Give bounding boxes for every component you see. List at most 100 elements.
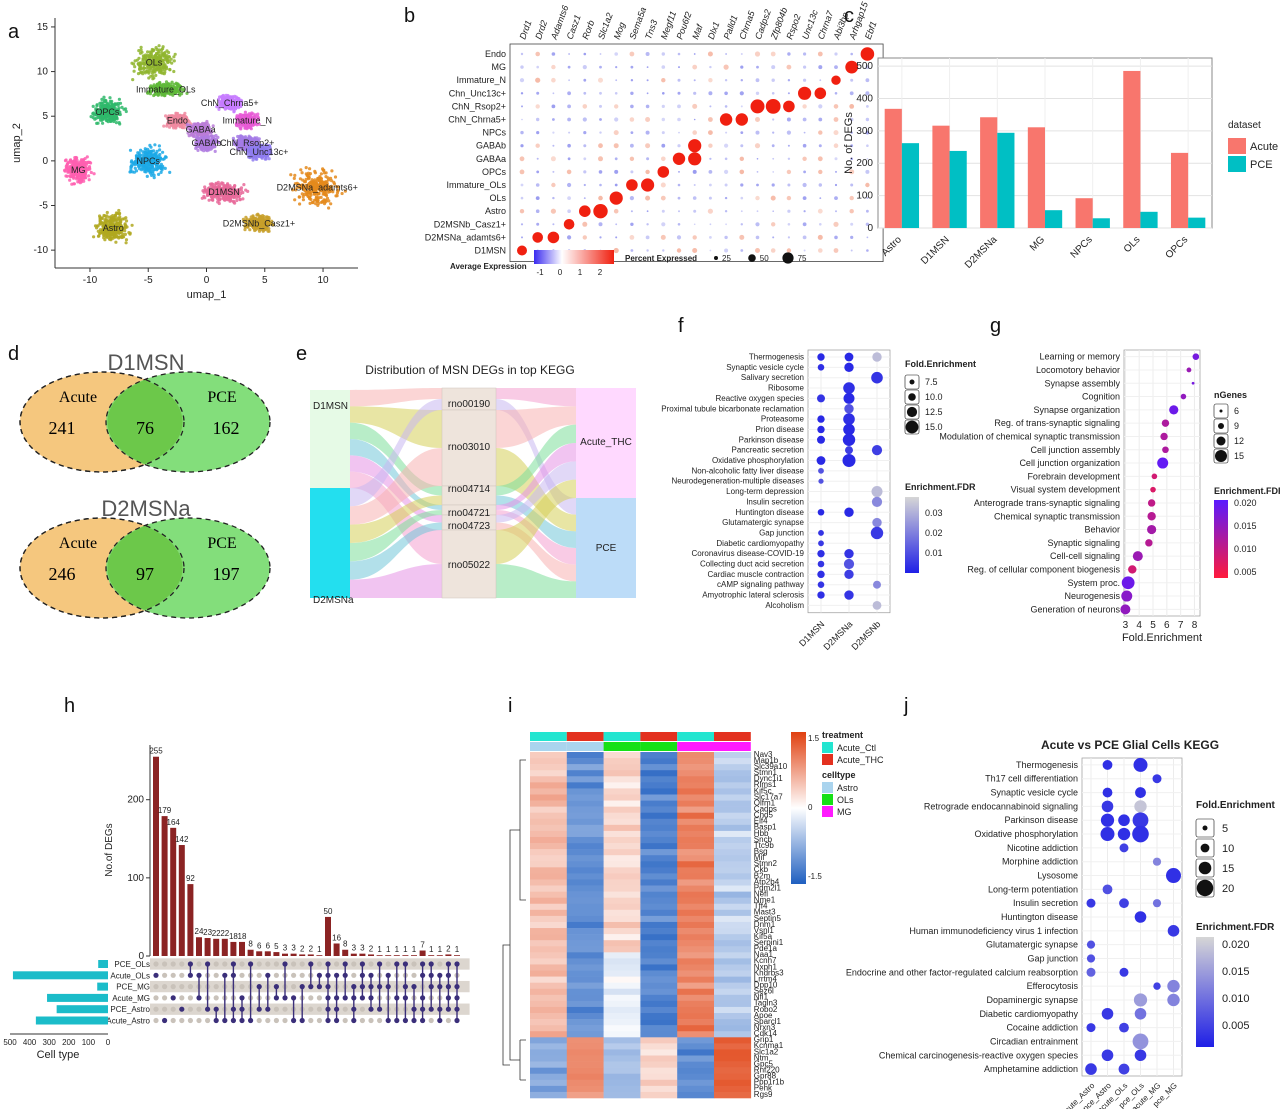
dotplot-dot	[552, 131, 555, 134]
dotplot-dot	[1120, 604, 1131, 615]
dotplot-dot	[817, 508, 825, 516]
dotplot-dot	[661, 117, 665, 122]
dotplot-dot	[817, 560, 825, 568]
dotplot-dot	[677, 104, 681, 109]
umap-point	[89, 170, 93, 175]
umap-point	[130, 159, 134, 163]
dotplot-dot	[754, 51, 761, 57]
dotplot-dot	[1147, 512, 1156, 521]
term-label: Behavior	[1084, 525, 1120, 535]
dotplot-dot	[535, 209, 540, 213]
umap-point	[145, 59, 149, 63]
umap-point	[158, 89, 162, 94]
umap-point	[149, 84, 153, 88]
umap-point	[162, 92, 166, 96]
dotplot-dot	[582, 117, 587, 122]
umap-cluster-label: ChN_Unc13c+	[230, 147, 289, 157]
x-tick-label: -5	[144, 275, 153, 286]
umap-point	[264, 157, 268, 161]
umap-point	[121, 235, 125, 239]
venn-left-count: 241	[49, 418, 76, 438]
umap-point	[235, 198, 239, 203]
dotplot-dot	[817, 549, 825, 558]
umap-point	[161, 65, 165, 69]
umap-point	[123, 232, 127, 236]
dotplot-dot	[1147, 499, 1156, 507]
size-legend-dot	[908, 393, 916, 401]
dotplot-dot	[814, 87, 827, 100]
umap-point	[207, 198, 211, 202]
gene-label: Rorb	[580, 19, 596, 41]
dotplot-dot	[786, 130, 792, 135]
dotplot-dot	[772, 210, 774, 212]
umap-point	[329, 202, 333, 206]
dotplot-dot	[802, 182, 807, 188]
umap-point	[69, 159, 73, 163]
dotplot-dot	[645, 235, 650, 240]
umap-point	[172, 69, 176, 74]
dotplot-dot	[772, 157, 775, 160]
umap-point	[228, 199, 232, 203]
term-label: Generation of neurons	[1030, 604, 1120, 614]
umap-point	[152, 176, 156, 180]
dotplot-dot	[677, 144, 681, 148]
dotplot-dot	[1157, 457, 1169, 469]
dotplot-dot	[1160, 432, 1168, 441]
dotplot-dot	[614, 183, 618, 187]
umap-point	[102, 236, 106, 240]
umap-point	[157, 172, 161, 176]
dotplot-dot	[552, 196, 555, 200]
dotplot-dot	[615, 223, 618, 226]
umap-point	[117, 236, 121, 240]
venn-right-count: 162	[213, 418, 240, 438]
size-legend-title: nGenes	[1214, 390, 1247, 400]
dotplot-dot	[551, 77, 556, 83]
umap-point	[155, 92, 159, 96]
umap-point	[202, 190, 206, 194]
y-tick-label: 10	[37, 67, 49, 78]
term-label: Prion disease	[756, 425, 805, 434]
celltype-label: MG	[492, 62, 507, 72]
dotplot-dot	[871, 496, 883, 507]
term-label: Cell-cell signaling	[1050, 551, 1120, 561]
umap-point	[157, 65, 161, 69]
dotplot-dot	[724, 91, 728, 96]
dotplot-dot	[844, 352, 854, 362]
sankey-panel: Distribution of MSN DEGs in top KEGGD1MS…	[310, 363, 636, 606]
panel-label-f: f	[678, 315, 684, 337]
dotplot-dot	[755, 91, 760, 96]
venn-overlap-count: 76	[136, 418, 154, 438]
panel-label-e: e	[296, 343, 307, 365]
dotplot-dot	[834, 196, 838, 201]
umap-point	[132, 69, 136, 73]
dotplot-dot	[1192, 353, 1200, 360]
bar-acute	[1027, 127, 1045, 228]
dotplot-dot	[551, 104, 556, 109]
dotplot-dot	[676, 248, 682, 253]
umap-point	[121, 232, 125, 236]
dotplot-dot	[568, 79, 570, 82]
dotplot-dot	[770, 195, 776, 201]
size-legend-label: 9	[1234, 421, 1239, 431]
umap-cluster-label: Immature_N	[223, 116, 273, 126]
term-label: Cell junction assembly	[1030, 445, 1120, 455]
dotplot-dot	[547, 231, 560, 244]
umap-point	[167, 60, 172, 64]
dotplot-dot	[567, 65, 571, 69]
dotplot-dot	[708, 91, 713, 96]
fdr-tick: 0.02	[925, 528, 943, 538]
umap-cluster-label: GABAb	[191, 138, 221, 148]
dotplot-dot	[630, 170, 634, 174]
sankey-pathway-label: rno05022	[448, 560, 491, 571]
venn-left-label: Acute	[59, 389, 97, 406]
dotplot-dot	[646, 92, 649, 95]
sankey-target-label: PCE	[596, 543, 617, 554]
umap-point	[79, 158, 84, 162]
dotplot-dot	[599, 236, 602, 239]
dotplot-dot	[598, 170, 603, 174]
umap-point	[92, 172, 96, 176]
umap-point	[161, 47, 165, 51]
umap-point	[151, 77, 155, 81]
umap-point	[163, 51, 167, 55]
dotplot-dot	[599, 65, 602, 69]
